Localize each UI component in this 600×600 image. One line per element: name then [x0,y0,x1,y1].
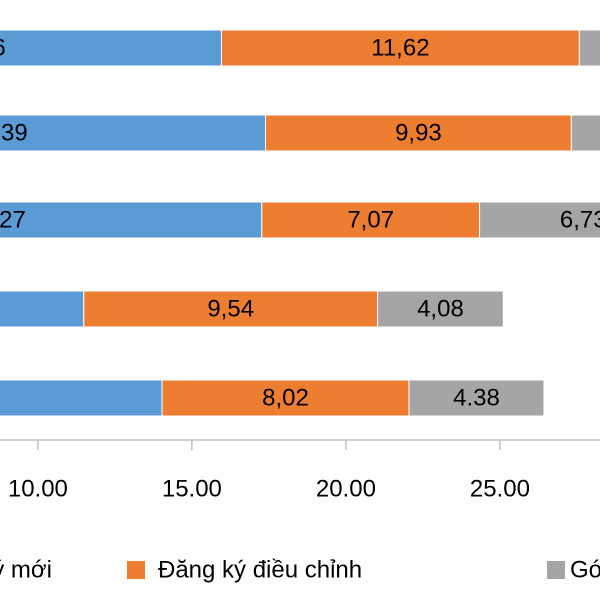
data-label: 4.38 [453,384,500,411]
data-label: 6,73 [560,206,600,233]
legend-swatch [547,561,565,579]
x-tick-label: 15.00 [162,475,222,502]
x-tick-label: 25.00 [470,475,530,502]
data-label: 8,02 [262,384,309,411]
legend-label: Đăng ký điều chỉnh [158,556,362,583]
bar-segment [265,114,572,152]
bar-segment [0,29,222,67]
data-label: 17,39 [0,119,28,146]
bar-segment [0,114,267,152]
x-tick-label: 20.00 [316,475,376,502]
legend-swatch [127,561,145,579]
bar-segment [479,201,600,239]
bar-segment [0,290,85,328]
data-label: 11,62 [371,34,429,61]
data-label: 15,96 [0,34,6,61]
bar-segment [377,290,504,328]
bar-segment [578,29,600,67]
data-label: 7,07 [347,206,394,233]
bar-segment [161,379,410,417]
x-tick-label: 10.00 [8,475,68,502]
bar-segment [408,379,545,417]
data-label: 4,08 [417,295,464,322]
data-label: 9,93 [395,119,442,146]
data-label: 17,27 [0,206,26,233]
legend-label: Góp vốn, mua cổ phần [570,556,600,583]
legend-label: Đăng ký mới [0,556,52,583]
bar-segment [261,201,481,239]
bar-segment [83,290,379,328]
bar-segment [220,29,580,67]
bar-segment [0,201,263,239]
bar-segment [0,379,163,417]
data-label: 9,54 [207,295,254,322]
bar-segment [570,114,600,152]
